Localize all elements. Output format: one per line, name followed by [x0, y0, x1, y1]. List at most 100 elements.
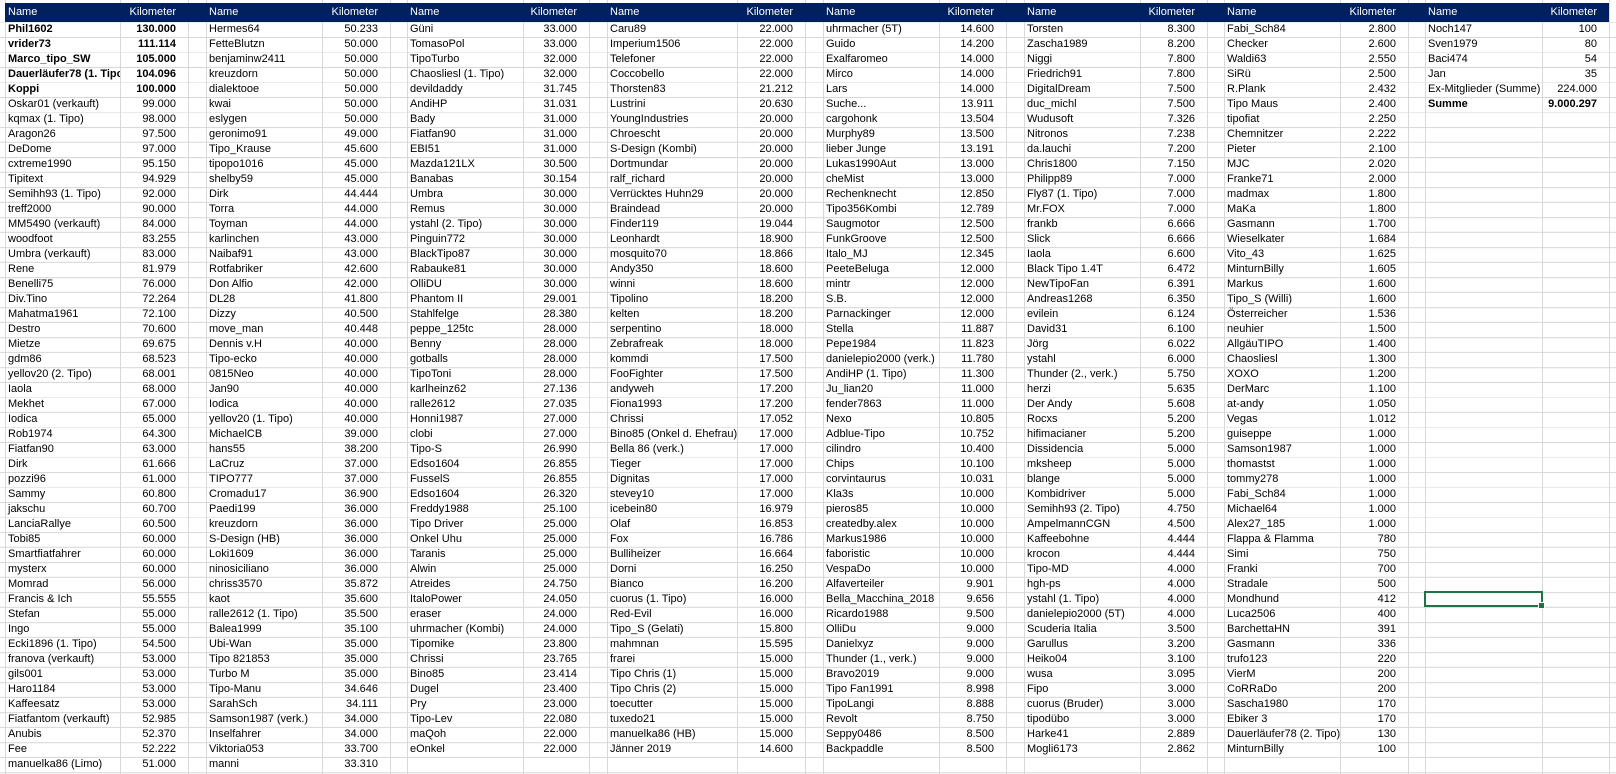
kilometer-cell[interactable]: 40.000: [344, 413, 378, 425]
kilometer-cell[interactable]: 9.000: [966, 638, 994, 650]
name-cell[interactable]: Chroescht: [610, 128, 661, 140]
kilometer-cell[interactable]: 8.750: [966, 713, 994, 725]
kilometer-cell[interactable]: 17.200: [759, 398, 793, 410]
kilometer-cell[interactable]: 43.000: [344, 233, 378, 245]
kilometer-cell[interactable]: 28.000: [543, 338, 577, 350]
kilometer-cell[interactable]: 45.000: [344, 173, 378, 185]
kilometer-cell[interactable]: 42.600: [344, 263, 378, 275]
kilometer-cell[interactable]: 22.000: [543, 728, 577, 740]
name-cell[interactable]: Kaffeebohne: [1027, 533, 1090, 545]
kilometer-cell[interactable]: 36.000: [344, 503, 378, 515]
name-cell[interactable]: franova (verkauft): [8, 653, 95, 665]
name-cell[interactable]: ystahl: [1027, 353, 1056, 365]
kilometer-cell[interactable]: 54.500: [142, 638, 176, 650]
name-cell[interactable]: Kla3s: [826, 488, 854, 500]
name-cell[interactable]: LanciaRallye: [8, 518, 71, 530]
name-cell[interactable]: Umbra: [410, 188, 444, 200]
kilometer-cell[interactable]: 10.000: [960, 563, 994, 575]
name-cell[interactable]: CoRRaDo: [1227, 683, 1278, 695]
kilometer-cell[interactable]: 4.000: [1167, 563, 1195, 575]
kilometer-cell[interactable]: 70.600: [142, 323, 176, 335]
kilometer-cell[interactable]: 36.000: [344, 533, 378, 545]
kilometer-cell[interactable]: 50.000: [344, 113, 378, 125]
kilometer-cell[interactable]: 220: [1377, 653, 1396, 665]
kilometer-cell[interactable]: 44.444: [344, 188, 378, 200]
kilometer-cell[interactable]: 3.000: [1167, 698, 1195, 710]
name-cell[interactable]: David31: [1027, 323, 1068, 335]
name-cell[interactable]: Benny: [410, 338, 442, 350]
name-cell[interactable]: blange: [1027, 473, 1061, 485]
kilometer-cell[interactable]: 1.600: [1368, 293, 1396, 305]
name-cell[interactable]: madmax: [1227, 188, 1270, 200]
kilometer-cell[interactable]: 224.000: [1557, 83, 1597, 95]
kilometer-cell[interactable]: 3.000: [1167, 713, 1195, 725]
kilometer-cell[interactable]: 10.000: [960, 488, 994, 500]
name-cell[interactable]: hans55: [209, 443, 246, 455]
name-cell[interactable]: Jänner 2019: [610, 743, 672, 755]
name-cell[interactable]: fender7863: [826, 398, 882, 410]
kilometer-cell[interactable]: 30.000: [543, 218, 577, 230]
name-cell[interactable]: mintr: [826, 278, 851, 290]
kilometer-cell[interactable]: 27.136: [543, 383, 577, 395]
name-cell[interactable]: vrider73: [8, 38, 51, 50]
column-header-name[interactable]: Name: [410, 6, 440, 18]
kilometer-cell[interactable]: 90.000: [142, 203, 176, 215]
name-cell[interactable]: Nitronos: [1027, 128, 1068, 140]
kilometer-cell[interactable]: 8.998: [966, 683, 994, 695]
kilometer-cell[interactable]: 750: [1377, 548, 1396, 560]
name-cell[interactable]: danielepio2000 (5T): [1027, 608, 1125, 620]
kilometer-cell[interactable]: 52.985: [142, 713, 176, 725]
name-cell[interactable]: Tipo Maus: [1227, 98, 1278, 110]
name-cell[interactable]: Jan90: [209, 383, 239, 395]
name-cell[interactable]: Jan: [1428, 68, 1446, 80]
kilometer-cell[interactable]: 7.000: [1167, 173, 1195, 185]
kilometer-cell[interactable]: 11.780: [961, 353, 994, 365]
kilometer-cell[interactable]: 9.000: [966, 668, 994, 680]
name-cell[interactable]: Dizzy: [209, 308, 236, 320]
name-cell[interactable]: Pepe1984: [826, 338, 877, 350]
name-cell[interactable]: Turbo M: [209, 668, 250, 680]
kilometer-cell[interactable]: 18.600: [759, 263, 793, 275]
kilometer-cell[interactable]: 5.200: [1167, 413, 1195, 425]
kilometer-cell[interactable]: 11.823: [961, 338, 994, 350]
name-cell[interactable]: EBI51: [410, 143, 440, 155]
kilometer-cell[interactable]: 64.300: [142, 428, 176, 440]
name-cell[interactable]: NewTipoFan: [1027, 278, 1089, 290]
name-cell[interactable]: Markus: [1227, 278, 1264, 290]
name-cell[interactable]: Verrücktes Huhn29: [610, 188, 704, 200]
kilometer-cell[interactable]: 13.500: [960, 128, 994, 140]
kilometer-cell[interactable]: 28.000: [543, 368, 577, 380]
name-cell[interactable]: Tipitext: [8, 173, 44, 185]
name-cell[interactable]: uhrmacher (5T): [826, 23, 902, 35]
name-cell[interactable]: Zascha1989: [1027, 38, 1088, 50]
kilometer-cell[interactable]: 9.000.297: [1548, 98, 1597, 110]
name-cell[interactable]: Tipo_S (Gelati): [610, 623, 684, 635]
name-cell[interactable]: S-Design (HB): [209, 533, 280, 545]
kilometer-cell[interactable]: 40.500: [344, 308, 378, 320]
name-cell[interactable]: Slick: [1027, 233, 1051, 245]
kilometer-cell[interactable]: 10.000: [960, 548, 994, 560]
name-cell[interactable]: evilein: [1027, 308, 1059, 320]
kilometer-cell[interactable]: 92.000: [142, 188, 176, 200]
kilometer-cell[interactable]: 68.523: [142, 353, 176, 365]
kilometer-cell[interactable]: 4.444: [1167, 533, 1195, 545]
kilometer-cell[interactable]: 61.666: [142, 458, 176, 470]
kilometer-cell[interactable]: 1.500: [1368, 323, 1396, 335]
name-cell[interactable]: Garullus: [1027, 638, 1068, 650]
kilometer-cell[interactable]: 18.600: [759, 278, 793, 290]
kilometer-cell[interactable]: 1.000: [1368, 473, 1396, 485]
name-cell[interactable]: createdby.alex: [826, 518, 897, 530]
kilometer-cell[interactable]: 6.022: [1167, 338, 1195, 350]
name-cell[interactable]: Simi: [1227, 548, 1249, 560]
name-cell[interactable]: trufo123: [1227, 653, 1268, 665]
name-cell[interactable]: eOnkel: [410, 743, 445, 755]
name-cell[interactable]: maQoh: [410, 728, 447, 740]
kilometer-cell[interactable]: 1.000: [1368, 503, 1396, 515]
name-cell[interactable]: MinturnBilly: [1227, 263, 1284, 275]
kilometer-cell[interactable]: 11.887: [961, 323, 994, 335]
kilometer-cell[interactable]: 29.001: [543, 293, 577, 305]
name-cell[interactable]: Chaosliesl: [1227, 353, 1278, 365]
name-cell[interactable]: Caru89: [610, 23, 647, 35]
name-cell[interactable]: Red-Evil: [610, 608, 652, 620]
kilometer-cell[interactable]: 97.500: [142, 128, 176, 140]
